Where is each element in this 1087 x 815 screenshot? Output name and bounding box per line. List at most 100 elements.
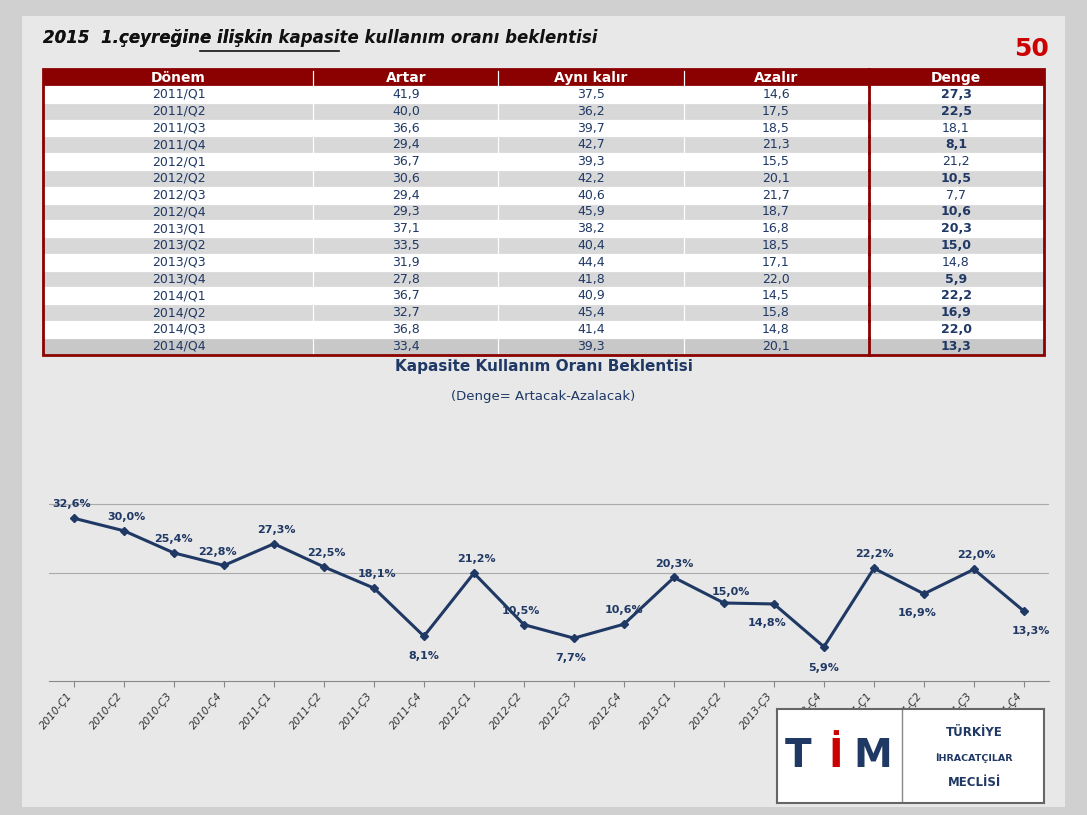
Bar: [869, 288, 1044, 304]
Bar: [313, 304, 499, 321]
Bar: [684, 120, 869, 136]
Text: 27,8: 27,8: [392, 272, 420, 285]
Text: 2012/Q4: 2012/Q4: [152, 205, 205, 218]
Text: 18,5: 18,5: [762, 239, 790, 252]
Text: 2014/Q4: 2014/Q4: [152, 340, 205, 353]
Bar: [869, 204, 1044, 220]
Text: MECLİSİ: MECLİSİ: [948, 776, 1001, 789]
Bar: [43, 69, 313, 86]
Text: 45,9: 45,9: [577, 205, 604, 218]
Text: 37,5: 37,5: [577, 88, 605, 101]
Bar: [499, 86, 684, 103]
Bar: [684, 253, 869, 271]
Text: 18,7: 18,7: [762, 205, 790, 218]
Bar: [684, 69, 869, 86]
Bar: [684, 337, 869, 355]
Bar: [499, 69, 684, 86]
Bar: [313, 170, 499, 187]
Text: 2011/Q4: 2011/Q4: [152, 139, 205, 152]
Bar: [313, 69, 499, 86]
Bar: [499, 271, 684, 288]
Bar: [43, 321, 313, 337]
Text: 42,2: 42,2: [577, 172, 604, 185]
Bar: [684, 304, 869, 321]
Text: 33,4: 33,4: [392, 340, 420, 353]
Bar: [869, 321, 1044, 337]
Bar: [499, 187, 684, 204]
Text: 41,4: 41,4: [577, 323, 604, 336]
Text: 29,4: 29,4: [392, 188, 420, 201]
Bar: [684, 204, 869, 220]
Text: 21,2: 21,2: [942, 155, 970, 168]
Text: 16,8: 16,8: [762, 222, 790, 236]
Text: 22,0: 22,0: [940, 323, 972, 336]
Text: M: M: [853, 737, 892, 775]
Text: 40,9: 40,9: [577, 289, 604, 302]
Bar: [313, 187, 499, 204]
Bar: [313, 204, 499, 220]
Text: 2013/Q1: 2013/Q1: [152, 222, 205, 236]
Text: 38,2: 38,2: [577, 222, 604, 236]
Bar: [43, 136, 313, 153]
Bar: [499, 153, 684, 170]
Text: 2014/Q2: 2014/Q2: [152, 306, 205, 319]
Text: 14,8: 14,8: [762, 323, 790, 336]
Text: Artar: Artar: [386, 71, 426, 85]
Text: 39,7: 39,7: [577, 121, 604, 134]
Text: 27,3: 27,3: [940, 88, 972, 101]
Bar: [313, 69, 499, 86]
Bar: [43, 136, 313, 153]
Bar: [869, 321, 1044, 337]
Bar: [43, 237, 313, 253]
Bar: [684, 337, 869, 355]
Bar: [869, 237, 1044, 253]
Bar: [869, 120, 1044, 136]
Bar: [684, 136, 869, 153]
Text: 25,4%: 25,4%: [154, 534, 193, 544]
Bar: [869, 153, 1044, 170]
Bar: [869, 253, 1044, 271]
Bar: [869, 187, 1044, 204]
Text: 44,4: 44,4: [577, 256, 604, 269]
Bar: [684, 170, 869, 187]
Text: 36,7: 36,7: [392, 155, 420, 168]
Text: 41,8: 41,8: [577, 272, 604, 285]
Bar: [313, 153, 499, 170]
Bar: [313, 204, 499, 220]
Text: T: T: [785, 737, 812, 775]
Bar: [869, 136, 1044, 153]
Text: 16,9: 16,9: [940, 306, 972, 319]
Bar: [313, 170, 499, 187]
Text: 21,2%: 21,2%: [458, 554, 496, 564]
Bar: [43, 237, 313, 253]
Bar: [313, 237, 499, 253]
Text: 2013/Q3: 2013/Q3: [152, 256, 205, 269]
Text: 8,1%: 8,1%: [409, 650, 439, 661]
Bar: [313, 136, 499, 153]
Text: 21,7: 21,7: [762, 188, 790, 201]
Text: 20,3: 20,3: [940, 222, 972, 236]
Text: 18,1: 18,1: [942, 121, 970, 134]
Bar: [313, 288, 499, 304]
Bar: [43, 271, 313, 288]
Bar: [684, 220, 869, 237]
Bar: [499, 153, 684, 170]
Bar: [499, 271, 684, 288]
Bar: [499, 170, 684, 187]
Bar: [499, 304, 684, 321]
Text: 37,1: 37,1: [392, 222, 420, 236]
Text: 40,6: 40,6: [577, 188, 604, 201]
Bar: [684, 220, 869, 237]
Bar: [43, 187, 313, 204]
Bar: [313, 120, 499, 136]
Text: 15,0: 15,0: [940, 239, 972, 252]
Text: 13,3: 13,3: [940, 340, 972, 353]
Bar: [684, 321, 869, 337]
Bar: [684, 120, 869, 136]
Text: 2015  1.çeyreğine ilişkin: 2015 1.çeyreğine ilişkin: [43, 29, 279, 46]
Bar: [684, 237, 869, 253]
Text: 50: 50: [1014, 37, 1049, 60]
Bar: [43, 120, 313, 136]
Bar: [43, 153, 313, 170]
Bar: [499, 170, 684, 187]
